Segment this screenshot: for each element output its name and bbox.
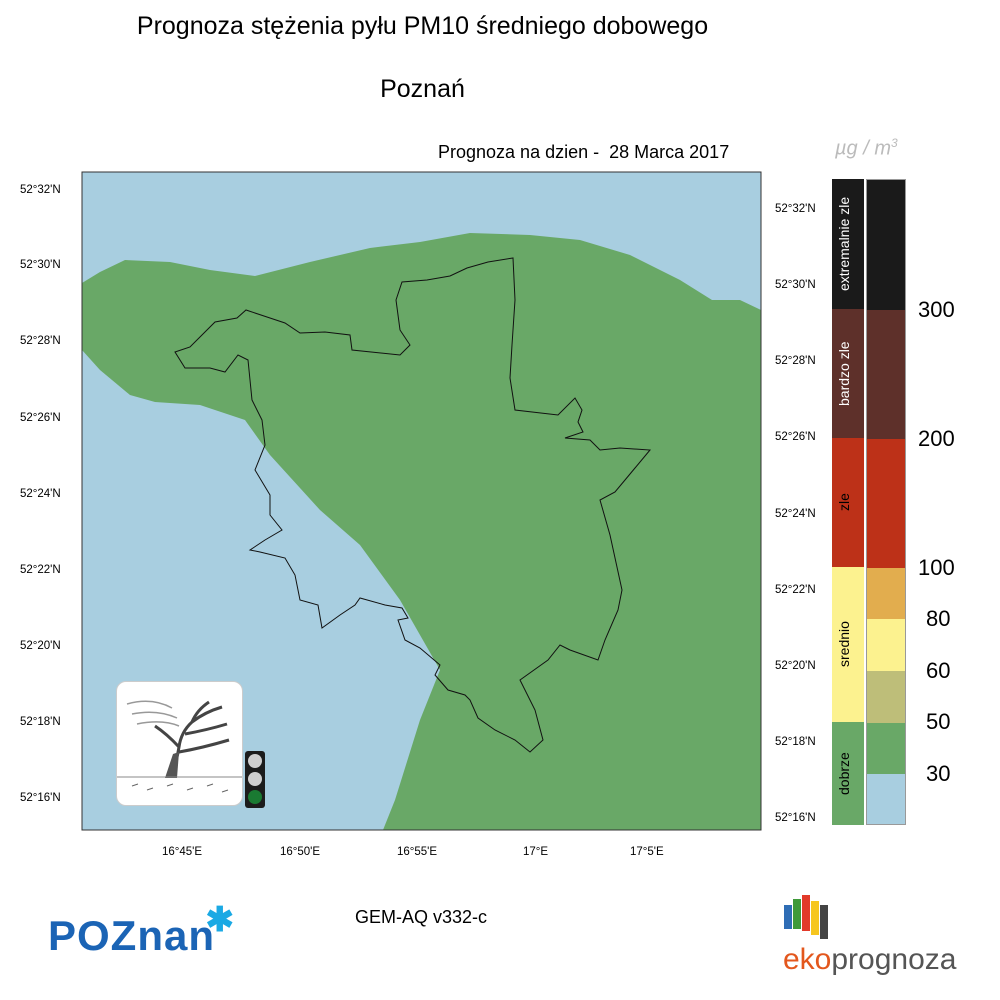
poznan-logo-text: POZnan — [48, 912, 216, 959]
legend-scale-bar — [866, 179, 906, 825]
lat-label-right: 52°24'N — [775, 508, 816, 520]
lat-label-right: 52°18'N — [775, 736, 816, 748]
legend-category-label: bardzo zle — [836, 341, 852, 406]
legend-category — [832, 309, 864, 438]
lat-label-right: 52°16'N — [775, 812, 816, 824]
lon-label: 16°55'E — [397, 846, 438, 858]
ekoprognoza-bars-icon — [784, 895, 834, 943]
legend-category — [832, 567, 864, 722]
forecast-date: 28 Marca 2017 — [609, 142, 730, 162]
tree-drawing — [117, 700, 242, 793]
lat-label-left: 52°30'N — [20, 259, 61, 271]
legend-scale-swatch — [867, 439, 905, 568]
legend-threshold: 30 — [926, 761, 951, 786]
traffic-light-bottom-icon — [248, 790, 262, 804]
legend-category-label: srednio — [836, 621, 852, 668]
traffic-light-middle-icon — [248, 772, 262, 786]
ekoprognoza-logo-part1: eko — [783, 943, 832, 976]
legend-scale-swatch — [867, 774, 905, 824]
traffic-light-icon — [245, 751, 265, 808]
legend-threshold: 200 — [918, 426, 955, 451]
lat-label-left: 52°24'N — [20, 488, 61, 500]
lat-label-left: 52°28'N — [20, 335, 61, 347]
city-boundary — [174, 257, 652, 753]
lat-label-right: 52°26'N — [775, 431, 816, 443]
lat-label-left: 52°20'N — [20, 640, 61, 652]
lat-label-right: 52°32'N — [775, 203, 816, 215]
map-zone-good — [82, 233, 761, 830]
lat-label-right: 52°20'N — [775, 660, 816, 672]
legend-category-label: dobrze — [836, 752, 852, 795]
windy-tree-icon — [116, 681, 243, 806]
lat-label-right: 52°22'N — [775, 584, 816, 596]
legend-unit-sup: 3 — [890, 136, 898, 150]
forecast-label: Prognoza na dzien - — [438, 142, 600, 162]
ekoprognoza-logo: ekoprognoza — [783, 943, 956, 977]
city-title: Poznań — [380, 75, 465, 103]
legend-category-bar: extremalnie zle bardzo zle zle srednio d… — [832, 179, 864, 825]
legend-scale-swatch — [867, 310, 905, 439]
legend-unit: µg / m3 — [835, 136, 898, 161]
legend-scale-swatch — [867, 619, 905, 671]
model-version: GEM-AQ v332-c — [355, 907, 488, 927]
lat-label-right: 52°28'N — [775, 355, 816, 367]
lat-label-left: 52°16'N — [20, 792, 61, 804]
forecast-date-line: Prognoza na dzien - 28 Marca 2017 — [438, 142, 729, 163]
map-frame — [81, 171, 762, 831]
lon-label: 17°5'E — [630, 846, 664, 858]
lat-label-left: 52°26'N — [20, 412, 61, 424]
lat-label-left: 52°32'N — [20, 184, 61, 196]
legend-scale-swatch — [867, 180, 905, 310]
legend-scale-swatch — [867, 568, 905, 619]
legend-category — [832, 722, 864, 825]
legend-category — [832, 179, 864, 309]
star-icon: ✱ — [205, 901, 236, 939]
legend-category-label: extremalnie zle — [836, 196, 852, 292]
lat-label-left: 52°18'N — [20, 716, 61, 728]
traffic-light-top-icon — [248, 754, 262, 768]
legend-threshold: 300 — [918, 297, 955, 322]
lat-label-right: 52°30'N — [775, 279, 816, 291]
legend-threshold: 60 — [926, 658, 951, 683]
poznan-logo: POZnan ✱ — [48, 901, 234, 960]
legend-category-label: zle — [836, 493, 852, 512]
page-title: Prognoza stężenia pyłu PM10 średniego do… — [136, 12, 709, 40]
lon-label: 16°45'E — [162, 846, 203, 858]
lon-label: 16°50'E — [280, 846, 321, 858]
legend-threshold: 100 — [918, 555, 955, 580]
legend-threshold: 50 — [926, 709, 951, 734]
legend-scale-swatch — [867, 723, 905, 774]
ekoprognoza-logo-part2: prognoza — [831, 943, 957, 976]
legend-unit-base: µg / m — [835, 137, 891, 160]
lon-label: 17°E — [523, 846, 549, 858]
legend-category — [832, 438, 864, 567]
legend-threshold: 80 — [926, 606, 951, 631]
legend-scale-swatch — [867, 671, 905, 723]
lat-label-left: 52°22'N — [20, 564, 61, 576]
